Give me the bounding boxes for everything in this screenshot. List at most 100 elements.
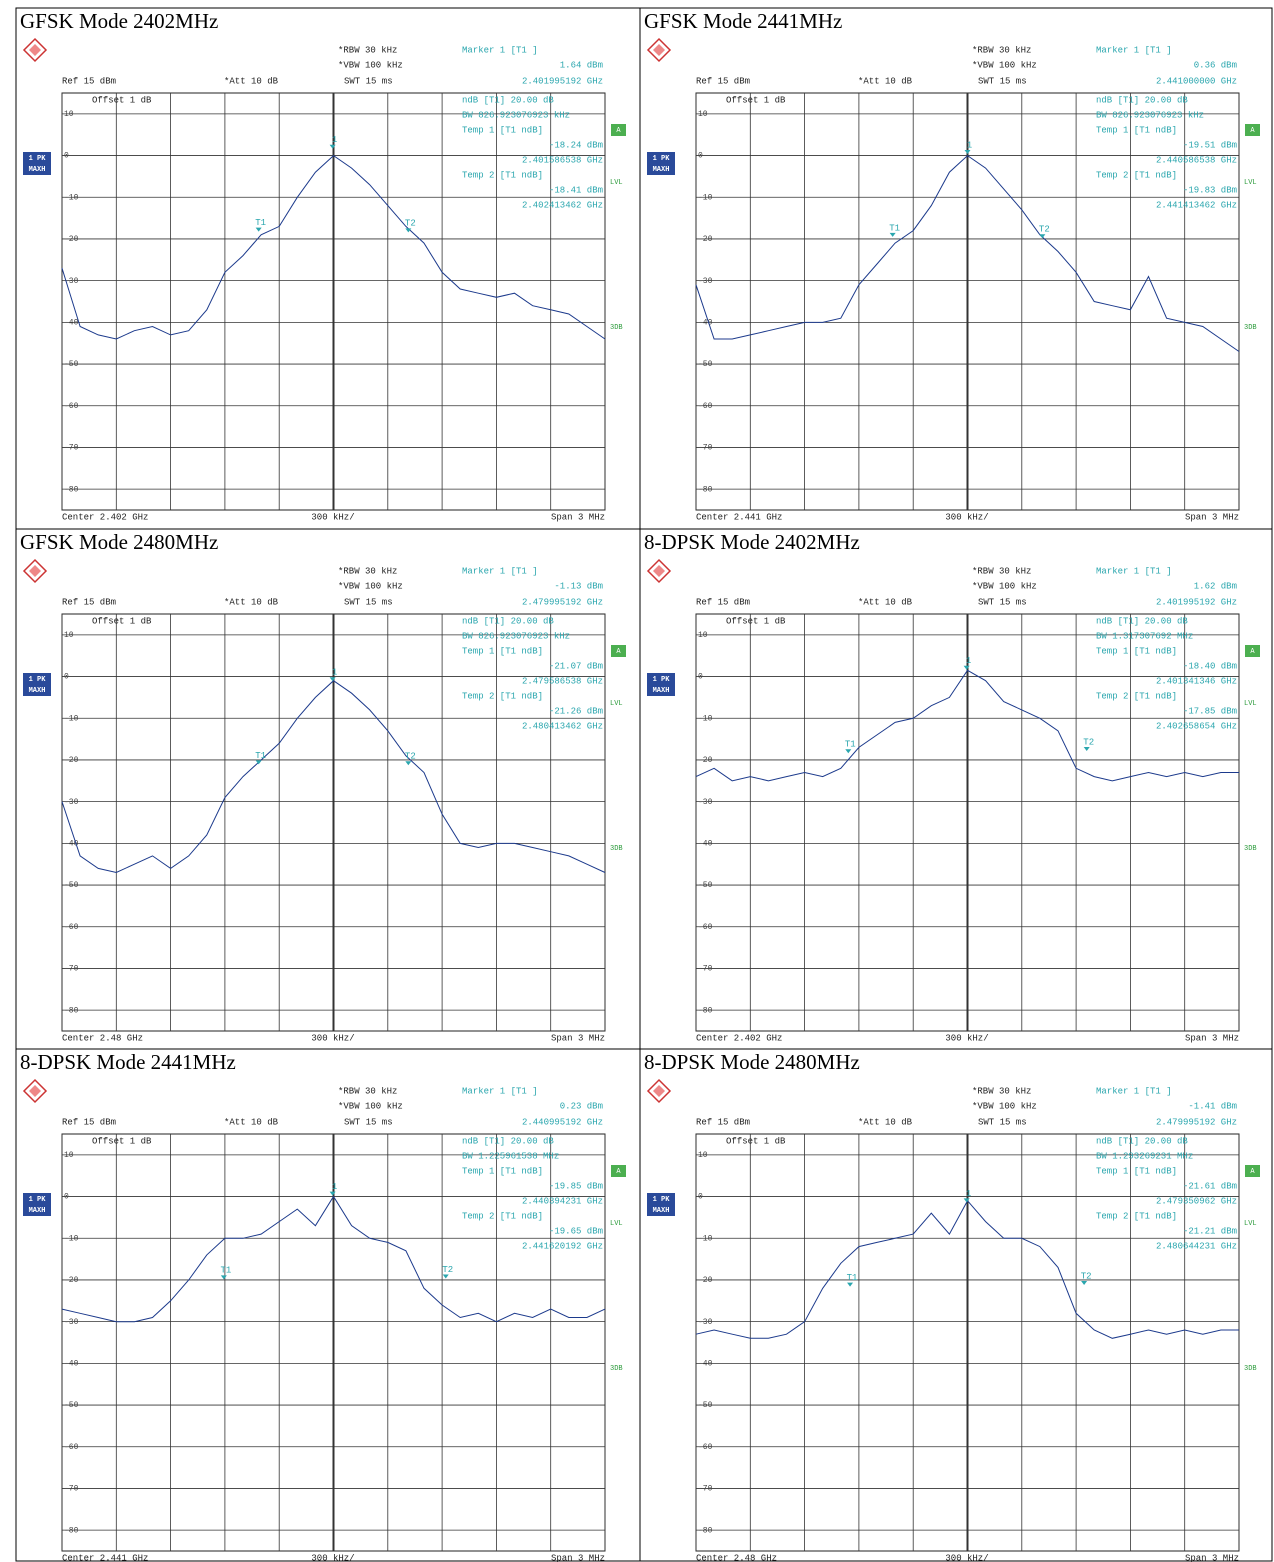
y-tick-label: -50 [698,360,713,369]
division: 300 kHz/ [945,1033,988,1043]
status-label: 3DB [610,1365,623,1373]
center-frequency: Center 2.48 GHz [696,1553,777,1562]
y-tick-label: -30 [64,1318,79,1327]
vbw: *VBW 100 kHz [338,581,403,591]
y-tick-label: -80 [698,485,713,494]
trace-box [647,1193,675,1216]
bandwidth: BW 1.225961538 MHz [462,1151,559,1161]
marker-level: -18.41 dBm [549,185,603,195]
marker-frequency: 2.441620192 GHz [522,1241,603,1251]
offset: Offset 1 dB [726,616,786,626]
temp2: Temp 2 [T1 ndB] [462,691,543,701]
marker-level: -21.26 dBm [549,706,603,716]
temp2: Temp 2 [T1 ndB] [1096,691,1177,701]
marker [255,227,262,232]
attenuation: *Att 10 dB [858,76,913,86]
marker-level: 0.36 dBm [1194,60,1237,70]
attenuation: *Att 10 dB [224,597,279,607]
marker [329,144,336,149]
marker-level: -19.51 dBm [1183,140,1237,150]
ref-level: Ref 15 dBm [696,1117,750,1127]
spectrum-plot: 8-DPSK Mode 2441MHz *RBW 30 kHz *VBW 100 k… [20,1050,626,1562]
y-tick-label: -10 [698,1234,713,1243]
logo-inner [29,44,41,56]
marker-name: T2 [405,752,416,762]
y-tick-label: -50 [64,1401,79,1410]
marker-header: Marker 1 [T1 ] [462,45,538,55]
status-box [1245,645,1260,657]
trace-box [23,673,51,696]
span: Span 3 MHz [1185,1553,1239,1562]
marker-level: -19.83 dBm [1183,185,1237,195]
center-frequency: Center 2.441 GHz [62,1553,148,1562]
swt: SWT 15 ms [344,76,393,86]
cell-title: 8-DPSK Mode 2402MHz [644,530,860,554]
trace-label: MAXH [653,1207,670,1215]
marker-frequency: 2.401341346 GHz [1156,676,1237,686]
status-label: LVL [1244,700,1257,708]
status-label: A [616,1168,621,1176]
trace [695,669,1239,782]
ref-level: Ref 15 dBm [62,597,116,607]
division: 300 kHz/ [945,1553,988,1562]
status-label: A [616,648,621,656]
y-tick-label: -80 [64,485,79,494]
marker-name: T2 [1083,737,1094,747]
marker-level: -19.85 dBm [549,1181,603,1191]
logo-inner [653,1085,665,1097]
status-label: 3DB [610,845,623,853]
logo-inner [653,44,665,56]
status-label: A [1250,1168,1255,1176]
trace [61,680,606,874]
y-tick-label: -60 [698,1443,713,1452]
marker-name: 1 [332,1182,337,1192]
logo-inner [29,565,41,577]
temp2: Temp 2 [T1 ndB] [1096,170,1177,180]
table-border [15,7,1273,1562]
division: 300 kHz/ [311,1033,354,1043]
y-tick-label: 0 [698,1193,703,1202]
marker-name: T2 [1081,1271,1092,1281]
y-tick-label: -50 [64,881,79,890]
bandwidth: BW 1.293269231 MHz [1096,1151,1193,1161]
temp2: Temp 2 [T1 ndB] [1096,1211,1177,1221]
bandwidth: BW 1.317307692 MHz [1096,631,1193,641]
vbw: *VBW 100 kHz [972,1101,1037,1111]
y-tick-label: -60 [64,923,79,932]
cell-title: GFSK Mode 2441MHz [644,9,842,33]
y-tick-label: -70 [698,965,713,974]
marker-name: 1 [966,1189,971,1199]
y-tick-label: 0 [64,673,69,682]
offset: Offset 1 dB [726,95,786,105]
ndb: ndB [T1] 20.00 dB [462,1136,554,1146]
y-tick-label: -40 [698,839,713,848]
y-tick-label: 0 [698,673,703,682]
center-frequency: Center 2.402 GHz [696,1033,782,1043]
bandwidth: BW 826.923076923 kHz [462,110,570,120]
status-box [611,1165,626,1177]
y-tick-label: -60 [698,923,713,932]
trace-label: 1 PK [29,1196,47,1204]
span: Span 3 MHz [551,1553,605,1562]
cell-title: 8-DPSK Mode 2441MHz [20,1050,236,1074]
ndb: ndB [T1] 20.00 dB [1096,95,1188,105]
marker-name: T1 [220,1266,231,1276]
y-tick-label: -20 [698,1276,713,1285]
status-label: 3DB [610,324,623,332]
status-box [611,124,626,136]
marker [964,150,971,155]
y-tick-label: -40 [698,318,713,327]
trace-label: 1 PK [653,155,671,163]
y-tick-label: -80 [698,1006,713,1015]
y-tick-label: 0 [64,152,69,161]
marker [889,232,896,237]
y-tick-label: 10 [698,631,708,640]
temp1: Temp 1 [T1 ndB] [462,125,543,135]
marker-name: T2 [1039,225,1050,235]
ref-level: Ref 15 dBm [696,76,750,86]
marker-level: -21.07 dBm [549,661,603,671]
y-tick-label: -10 [64,193,79,202]
offset: Offset 1 dB [726,1136,786,1146]
span: Span 3 MHz [1185,1033,1239,1043]
rbw: *RBW 30 kHz [338,45,397,55]
